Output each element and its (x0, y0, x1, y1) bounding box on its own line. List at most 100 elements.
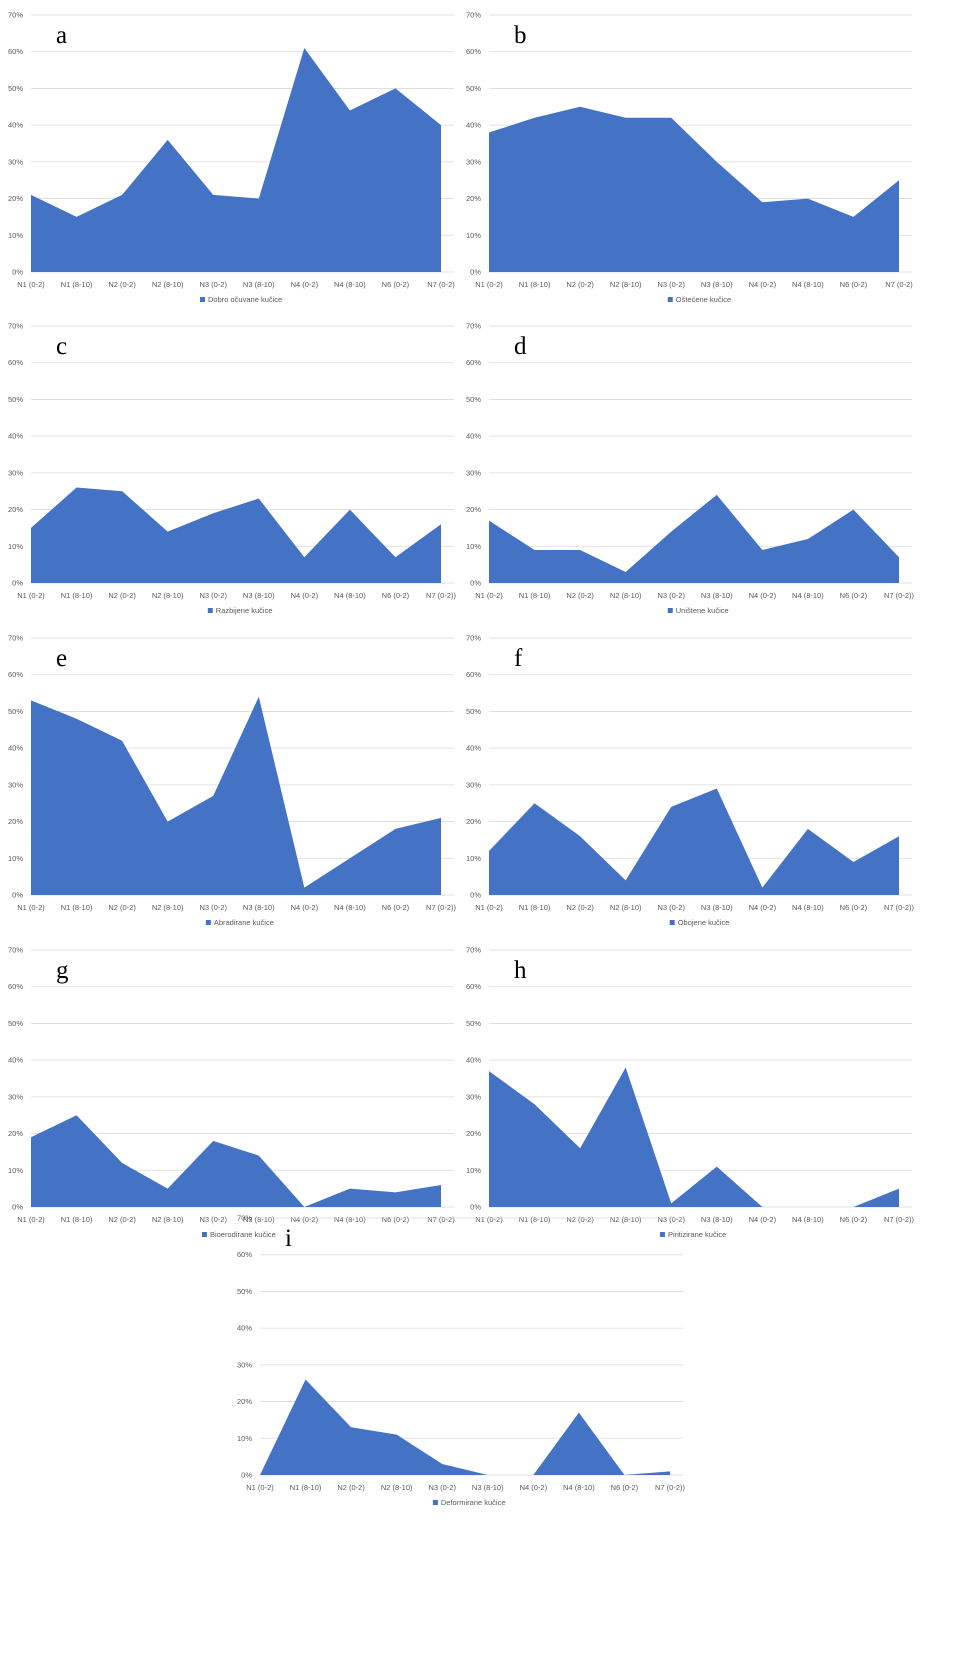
x-tick-label: N7 (0-2)) (884, 903, 915, 912)
x-tick-label: N1 (0-2) (475, 591, 503, 600)
y-tick-label: 10% (8, 854, 23, 863)
x-tick-label: N4 (0-2) (520, 1483, 548, 1492)
x-tick-label: N1 (0-2) (17, 280, 45, 289)
y-tick-label: 50% (466, 1019, 481, 1028)
x-tick-label: N1 (0-2) (475, 1215, 503, 1224)
y-tick-label: 40% (8, 121, 23, 130)
y-tick-label: 10% (466, 854, 481, 863)
x-tick-label: N1 (0-2) (17, 591, 45, 600)
area-series (31, 696, 441, 895)
x-tick-label: N7 (0-2) (427, 280, 455, 289)
x-tick-label: N4 (8-10) (792, 903, 824, 912)
x-tick-label: N1 (0-2) (475, 903, 503, 912)
x-tick-label: N3 (0-2) (199, 280, 227, 289)
x-tick-label: N4 (0-2) (749, 591, 777, 600)
y-tick-label: 70% (8, 946, 23, 955)
chart-svg: 0% 10% 20% 30% 40% 50% 60% 70% N1 (0-2) N1 (8-10)… (466, 946, 915, 1240)
x-tick-label: N1 (8-10) (61, 1215, 93, 1224)
x-tick-label: N4 (0-2) (749, 903, 777, 912)
legend-swatch (207, 608, 213, 613)
x-tick-label: N4 (8-10) (334, 1215, 366, 1224)
legend-label: Abradirane kučice (214, 918, 274, 927)
x-tick-label: N3 (8-10) (701, 1215, 733, 1224)
y-tick-label: 20% (466, 194, 481, 203)
x-tick-label: N3 (8-10) (701, 280, 733, 289)
x-tick-label: N6 (0-2) (840, 903, 868, 912)
x-tick-label: N4 (8-10) (792, 1215, 824, 1224)
y-tick-label: 60% (466, 982, 481, 991)
area-series (489, 1067, 899, 1207)
chart-panel-a: 0% 10% 20% 30% 40% 50% 60% 70% N1 (0-2) N1 (8-10)… (0, 0, 486, 330)
x-tick-label: N7 (0-2)) (884, 1215, 915, 1224)
x-tick-label: N3 (8-10) (701, 591, 733, 600)
y-tick-label: 0% (470, 1203, 481, 1212)
y-tick-label: 60% (8, 358, 23, 367)
x-tick-label: N1 (8-10) (519, 1215, 551, 1224)
legend-label: Deformirane kučice (441, 1498, 506, 1507)
panel-label: h (514, 957, 527, 984)
y-tick-label: 0% (12, 891, 23, 900)
x-tick-label: N1 (8-10) (519, 280, 551, 289)
y-tick-label: 60% (466, 670, 481, 679)
panel-label: g (56, 957, 69, 984)
chart-panel-g: 0% 10% 20% 30% 40% 50% 60% 70% N1 (0-2) N1 (8-10)… (0, 935, 486, 1265)
y-tick-label: 60% (8, 982, 23, 991)
y-tick-label: 40% (8, 432, 23, 441)
x-tick-label: N2 (0-2) (108, 903, 136, 912)
legend-swatch (669, 920, 675, 925)
chart-panel-b: 0% 10% 20% 30% 40% 50% 60% 70% N1 (0-2) N1 (8-10)… (458, 0, 944, 330)
legend-label: Razbijene kučice (216, 606, 273, 615)
area-series (489, 106, 899, 273)
x-tick-label: N3 (0-2) (199, 1215, 227, 1224)
chart-svg: 0% 10% 20% 30% 40% 50% 60% 70% N1 (0-2) N1 (8-10)… (237, 1214, 686, 1508)
x-tick-label: N1 (8-10) (290, 1483, 322, 1492)
y-tick-label: 30% (8, 468, 23, 477)
y-tick-label: 70% (466, 634, 481, 643)
y-tick-label: 30% (466, 157, 481, 166)
x-tick-label: N4 (8-10) (334, 903, 366, 912)
x-tick-label: N1 (0-2) (475, 280, 503, 289)
x-tick-label: N3 (8-10) (472, 1483, 504, 1492)
x-tick-label: N2 (8-10) (152, 903, 184, 912)
y-tick-label: 0% (470, 891, 481, 900)
legend-swatch (659, 1232, 665, 1237)
area-series (31, 487, 441, 583)
panel-label: d (514, 333, 527, 360)
y-tick-label: 40% (237, 1324, 252, 1333)
x-tick-label: N4 (8-10) (334, 591, 366, 600)
y-tick-label: 70% (8, 11, 23, 20)
y-tick-label: 70% (466, 322, 481, 331)
y-tick-label: 20% (8, 817, 23, 826)
x-tick-label: N2 (0-2) (566, 591, 594, 600)
legend-swatch (667, 608, 673, 613)
y-tick-label: 50% (8, 1019, 23, 1028)
y-tick-label: 40% (8, 1056, 23, 1065)
x-tick-label: N2 (8-10) (610, 903, 642, 912)
y-tick-label: 20% (466, 817, 481, 826)
panel-label: c (56, 333, 67, 360)
x-tick-label: N4 (0-2) (291, 280, 319, 289)
legend-label: Oštećene kučice (676, 295, 731, 304)
y-tick-label: 50% (8, 84, 23, 93)
panel-label: e (56, 645, 67, 672)
y-tick-label: 70% (8, 322, 23, 331)
chart-svg: 0% 10% 20% 30% 40% 50% 60% 70% N1 (0-2) N1 (8-10)… (8, 11, 455, 305)
x-tick-label: N6 (0-2) (382, 903, 410, 912)
chart-panel-d: 0% 10% 20% 30% 40% 50% 60% 70% N1 (0-2) N1 (8-10)… (458, 311, 944, 641)
x-tick-label: N4 (0-2) (291, 591, 319, 600)
chart-svg: 0% 10% 20% 30% 40% 50% 60% 70% N1 (0-2) N1 (8-10)… (466, 634, 915, 928)
y-tick-label: 50% (466, 707, 481, 716)
x-tick-label: N2 (0-2) (566, 280, 594, 289)
y-tick-label: 20% (466, 1129, 481, 1138)
y-tick-label: 40% (466, 744, 481, 753)
y-tick-label: 70% (466, 11, 481, 20)
legend-swatch (201, 1232, 207, 1237)
legend-swatch (667, 297, 673, 302)
area-series (31, 1115, 441, 1207)
x-tick-label: N1 (8-10) (61, 591, 93, 600)
y-tick-label: 40% (466, 121, 481, 130)
y-tick-label: 60% (466, 358, 481, 367)
chart-svg: 0% 10% 20% 30% 40% 50% 60% 70% N1 (0-2) N1 (8-10)… (8, 322, 457, 616)
x-tick-label: N7 (0-2)) (655, 1483, 686, 1492)
